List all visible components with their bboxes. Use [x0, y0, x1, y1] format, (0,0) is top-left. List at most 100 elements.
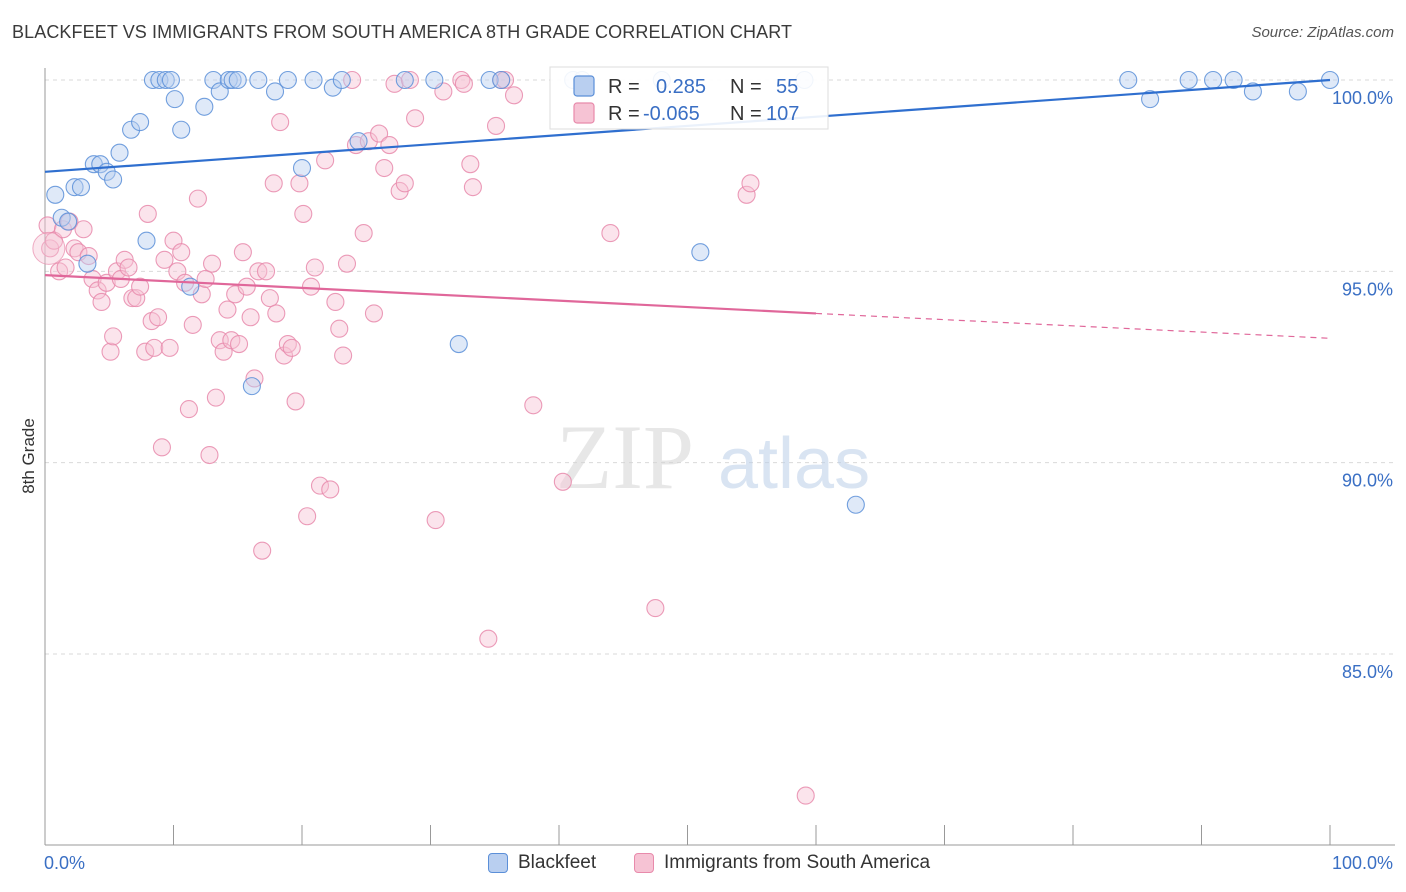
point-immigrants-69 — [305, 258, 324, 277]
point-immigrants-103 — [601, 224, 620, 243]
watermark: ZIP atlas — [556, 406, 870, 508]
point-immigrants-68 — [301, 277, 321, 296]
y-tick-label-85: 85.0% — [1342, 662, 1393, 682]
point-blackfeet-10 — [110, 143, 129, 162]
bottom-legend: Blackfeet Immigrants from South America — [0, 850, 1406, 880]
point-immigrants-70 — [310, 476, 330, 495]
y-tick-labels: 85.0% 90.0% 95.0% 100.0% — [1332, 88, 1393, 682]
point-immigrants-0 — [38, 216, 57, 235]
point-immigrants-50 — [233, 243, 252, 262]
point-immigrants-16 — [104, 327, 123, 346]
point-blackfeet-37 — [425, 70, 444, 90]
point-immigrants-97 — [486, 116, 506, 135]
point-immigrants-23 — [131, 277, 150, 296]
point-immigrants-100 — [504, 86, 524, 105]
y-tick-label-95: 95.0% — [1342, 279, 1393, 299]
inline-legend: R = 0.285 N = 55 R = -0.065 N = 107 — [549, 66, 829, 130]
point-immigrants-13 — [92, 292, 111, 311]
point-blackfeet-28 — [249, 70, 268, 90]
point-blackfeet-51 — [1224, 70, 1243, 90]
point-blackfeet-26 — [228, 70, 247, 90]
source-credit: Source: ZipAtlas.com — [1251, 24, 1394, 41]
gridlines — [45, 79, 1395, 655]
point-blackfeet-44 — [691, 243, 710, 262]
point-blackfeet-9 — [104, 170, 123, 189]
legend-label-blackfeet: Blackfeet — [518, 852, 597, 873]
point-immigrants-58 — [264, 174, 283, 193]
point-immigrants-64 — [286, 392, 305, 411]
point-blackfeet-22 — [204, 70, 223, 90]
inline-legend-swatch-pink — [573, 102, 595, 124]
point-immigrants-106 — [741, 174, 760, 193]
watermark-atlas: atlas — [718, 424, 870, 504]
point-immigrants-79 — [354, 224, 373, 243]
point-immigrants-55 — [253, 541, 272, 560]
trend-line-immigrants — [44, 274, 817, 315]
point-immigrants-94 — [461, 155, 480, 174]
watermark-zip: ZIP — [556, 406, 694, 508]
point-immigrants-65 — [290, 174, 309, 193]
point-immigrants-99 — [495, 70, 515, 90]
point-immigrants-76 — [337, 254, 357, 273]
point-blackfeet-35 — [349, 132, 368, 151]
inline-legend-n-label-1: N = — [730, 76, 762, 98]
point-blackfeet-38 — [449, 334, 468, 354]
point-blackfeet-50 — [1204, 70, 1223, 90]
point-immigrants-90 — [426, 511, 445, 530]
inline-legend-swatch-blue — [573, 75, 595, 97]
point-immigrants-15 — [101, 342, 120, 361]
inline-legend-frame — [549, 66, 829, 130]
point-immigrants-22 — [127, 289, 146, 308]
point-immigrants-61 — [274, 346, 294, 365]
point-immigrants-54 — [249, 262, 268, 281]
point-blackfeet-17 — [165, 90, 184, 109]
point-immigrants-71 — [316, 151, 335, 170]
point-blackfeet-18 — [172, 120, 191, 139]
axes — [44, 68, 1395, 846]
point-immigrants-87 — [395, 174, 414, 193]
point-immigrants-31 — [160, 338, 179, 357]
legend-item-blackfeet[interactable]: Blackfeet — [488, 852, 596, 874]
point-immigrants-20 — [119, 258, 138, 277]
point-blackfeet-19 — [181, 277, 200, 296]
legend-swatch-blackfeet — [488, 853, 508, 873]
point-blackfeet-30 — [278, 70, 297, 90]
point-immigrants-30 — [155, 250, 174, 269]
point-blackfeet-36 — [395, 70, 414, 90]
legend-label-immigrants: Immigrants from South America — [664, 852, 931, 873]
point-immigrants-85 — [385, 74, 404, 93]
point-immigrants-37 — [183, 315, 202, 334]
point-blackfeet-27 — [242, 377, 261, 396]
point-blackfeet-20 — [161, 70, 180, 90]
point-immigrants-67 — [298, 507, 317, 526]
point-immigrants-74 — [330, 319, 349, 338]
point-immigrants-101 — [524, 396, 543, 415]
point-blackfeet-49 — [1179, 70, 1198, 90]
point-blackfeet-40 — [492, 70, 511, 90]
point-blackfeet-34 — [332, 70, 351, 90]
point-blackfeet-3 — [65, 178, 84, 197]
trend-line-immigrants-extension — [815, 312, 1331, 339]
inline-legend-r-value-1: 0.285 — [656, 76, 706, 98]
point-immigrants-93 — [454, 74, 473, 93]
point-blackfeet-52 — [1243, 82, 1262, 101]
legend-swatch-immigrants — [634, 853, 654, 873]
point-immigrants-66 — [294, 204, 313, 223]
point-immigrants-28 — [149, 308, 168, 327]
point-immigrants-75 — [334, 346, 353, 365]
legend-item-immigrants[interactable]: Immigrants from South America — [634, 852, 930, 874]
point-immigrants-27 — [145, 338, 164, 357]
point-blackfeet-29 — [265, 82, 285, 101]
point-immigrants-41 — [200, 445, 219, 465]
point-immigrants-29 — [152, 438, 171, 457]
point-blackfeet-32 — [304, 70, 323, 90]
x-tick-label-end: 100.0% — [1332, 853, 1393, 873]
point-blackfeet-21 — [195, 97, 214, 116]
point-blackfeet-31 — [292, 158, 312, 178]
point-blackfeet-0 — [46, 185, 65, 204]
point-immigrants-89 — [406, 109, 425, 128]
inline-legend-r-label-2: R = — [608, 103, 640, 125]
point-immigrants-59 — [267, 304, 286, 323]
point-immigrants-52 — [241, 308, 260, 327]
point-immigrants-83 — [375, 158, 394, 178]
